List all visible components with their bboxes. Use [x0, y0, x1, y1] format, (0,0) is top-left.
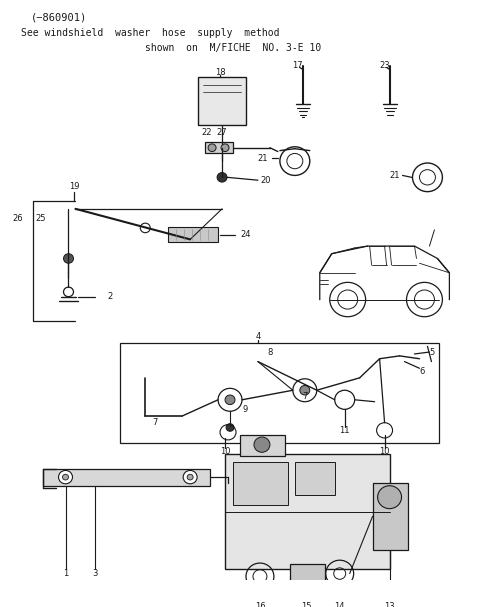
- Text: 26: 26: [12, 214, 23, 223]
- Text: 25: 25: [36, 214, 46, 223]
- Text: 22: 22: [202, 128, 212, 137]
- Text: 17: 17: [292, 61, 303, 70]
- Text: 21: 21: [389, 171, 399, 180]
- Text: (−860901): (−860901): [31, 13, 87, 23]
- Bar: [295, 462, 335, 495]
- Text: 10: 10: [220, 447, 230, 456]
- Circle shape: [254, 437, 270, 452]
- Text: 7: 7: [153, 418, 158, 427]
- Bar: [205, 142, 233, 154]
- Text: 19: 19: [69, 182, 80, 191]
- Bar: [198, 77, 246, 125]
- Bar: [168, 227, 218, 242]
- Text: 11: 11: [339, 426, 350, 435]
- Bar: [290, 564, 325, 600]
- Text: shown  on  M/FICHE  NO. 3-E 10: shown on M/FICHE NO. 3-E 10: [145, 44, 322, 53]
- Text: 4: 4: [255, 332, 261, 341]
- Text: 24: 24: [240, 230, 251, 239]
- Text: 2: 2: [108, 292, 113, 301]
- Circle shape: [183, 470, 197, 484]
- Text: 20: 20: [260, 175, 270, 185]
- Circle shape: [59, 470, 72, 484]
- Circle shape: [378, 486, 402, 509]
- Text: 16: 16: [254, 603, 265, 607]
- Bar: [120, 342, 439, 443]
- Text: 1: 1: [63, 569, 68, 578]
- Text: See windshield  washer  hose  supply  method: See windshield washer hose supply method: [21, 28, 279, 38]
- Text: 10: 10: [379, 447, 390, 456]
- Circle shape: [187, 474, 193, 480]
- Text: 13: 13: [384, 603, 395, 607]
- Circle shape: [62, 474, 69, 480]
- Circle shape: [300, 385, 310, 395]
- Bar: [372, 483, 408, 550]
- Text: 15: 15: [301, 603, 312, 607]
- Text: 18: 18: [215, 68, 226, 77]
- Bar: [43, 469, 210, 486]
- Bar: [240, 435, 285, 456]
- Text: 14: 14: [335, 603, 345, 607]
- Circle shape: [63, 254, 73, 263]
- Text: 27: 27: [217, 128, 228, 137]
- Circle shape: [208, 144, 216, 152]
- Text: 3: 3: [93, 569, 98, 578]
- Text: 23: 23: [379, 61, 390, 70]
- Text: 21: 21: [257, 154, 268, 163]
- Text: 7: 7: [302, 393, 308, 401]
- Circle shape: [225, 395, 235, 405]
- Text: 8: 8: [267, 348, 273, 356]
- Bar: [225, 454, 390, 569]
- Text: 9: 9: [242, 405, 248, 414]
- Circle shape: [221, 144, 229, 152]
- Circle shape: [226, 424, 234, 432]
- Bar: [233, 462, 288, 505]
- Circle shape: [217, 172, 227, 182]
- Text: 6: 6: [420, 367, 425, 376]
- Text: 5: 5: [430, 348, 435, 356]
